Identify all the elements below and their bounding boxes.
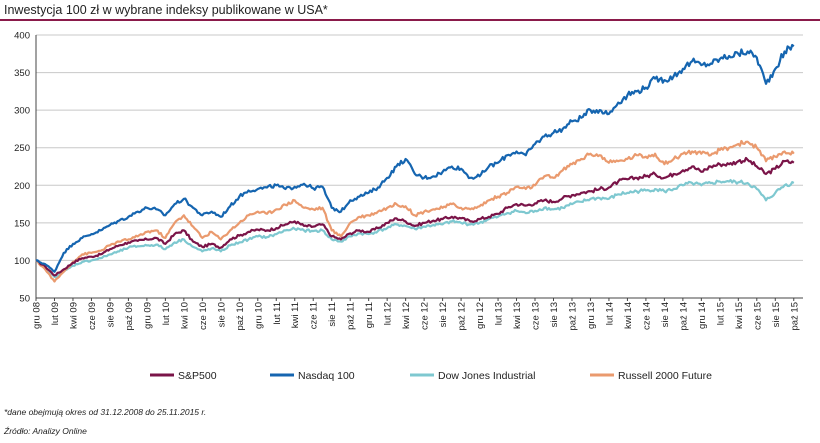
- x-tick-label: paź 14: [678, 302, 689, 331]
- x-tick-label: lut 13: [494, 302, 505, 325]
- x-tick-label: lut 12: [383, 302, 394, 325]
- series-line-dow-jones-industrial: [35, 179, 795, 279]
- x-tick-label: sie 11: [327, 302, 338, 327]
- x-tick-label: lut 09: [50, 302, 61, 325]
- series-line-s-p500: [35, 156, 795, 277]
- title-divider: [0, 19, 820, 21]
- x-tick-label: cze 10: [198, 302, 209, 330]
- x-tick-label: gru 08: [32, 302, 43, 329]
- x-tick-label: gru 10: [253, 302, 264, 329]
- legend-label: Russell 2000 Future: [618, 370, 712, 382]
- x-tick-label: sie 13: [549, 302, 560, 327]
- x-tick-label: kwi 12: [401, 302, 412, 329]
- series-line-nasdaq-100: [35, 43, 795, 273]
- x-tick-label: paź 13: [567, 302, 578, 331]
- legend-label: S&P500: [178, 370, 217, 382]
- x-tick-label: sie 10: [216, 302, 227, 327]
- series-line-russell-2000-future: [35, 139, 795, 283]
- footnote-period: *dane obejmują okres od 31.12.2008 do 25…: [4, 407, 207, 417]
- y-tick-label: 350: [14, 68, 30, 79]
- x-tick-label: gru 14: [697, 302, 708, 329]
- y-tick-label: 200: [14, 181, 30, 192]
- x-tick-label: cze 11: [309, 302, 320, 329]
- chart-gridlines: [36, 34, 803, 299]
- chart-legend: S&P500 Nasdaq 100 Dow Jones Industrial Russ…: [150, 370, 712, 382]
- x-tick-label: kwi 14: [623, 302, 634, 329]
- x-tick-label: lut 15: [715, 302, 726, 325]
- x-tick-label: sie 09: [105, 302, 116, 327]
- x-tick-label: lut 11: [272, 302, 283, 325]
- legend-label: Nasdaq 100: [298, 370, 355, 382]
- x-tick-label: lut 10: [161, 302, 172, 325]
- x-tick-label: kwi 13: [512, 302, 523, 329]
- y-tick-label: 100: [14, 256, 30, 267]
- chart-series: [35, 43, 795, 283]
- y-tick-label: 150: [14, 218, 30, 229]
- x-tick-label: gru 12: [475, 302, 486, 329]
- x-tick-label: paź 11: [346, 302, 357, 330]
- x-tick-label: sie 12: [438, 302, 449, 327]
- x-tick-label: kwi 11: [290, 302, 301, 328]
- x-tick-label: cze 13: [531, 302, 542, 330]
- x-tick-label: kwi 15: [734, 302, 745, 329]
- x-tick-label: gru 11: [364, 302, 375, 328]
- x-tick-label: gru 13: [586, 302, 597, 329]
- y-tick-label: 250: [14, 143, 30, 154]
- x-axis: gru 08 lut 09 kwi 09 cze 09 sie 09 paź 09 gru …: [32, 297, 803, 331]
- y-tick-label: 50: [19, 294, 30, 305]
- x-tick-label: kwi 10: [179, 302, 190, 329]
- y-tick-label: 300: [14, 106, 30, 117]
- legend-label: Dow Jones Industrial: [438, 370, 535, 382]
- x-tick-label: sie 15: [771, 302, 782, 327]
- footnote-source: Źródło: Analizy Online: [4, 426, 87, 436]
- y-axis: 50 100 150 200 250 300 350 400: [14, 31, 37, 305]
- x-tick-label: paź 09: [124, 302, 135, 331]
- line-chart: 50 100 150 200 250 300 350 400 gru 08 lut 09 kwi …: [14, 31, 803, 382]
- x-tick-label: cze 09: [87, 302, 98, 330]
- x-tick-label: gru 09: [142, 302, 153, 329]
- x-tick-label: cze 15: [752, 302, 763, 330]
- x-tick-label: cze 14: [641, 302, 652, 330]
- x-tick-label: sie 14: [660, 302, 671, 327]
- x-tick-label: cze 12: [420, 302, 431, 330]
- chart-title: Inwestycja 100 zł w wybrane indeksy publ…: [4, 3, 328, 17]
- x-tick-label: paź 12: [457, 302, 468, 331]
- x-tick-label: kwi 09: [68, 302, 79, 329]
- y-tick-label: 400: [14, 31, 30, 42]
- x-tick-label: paź 10: [235, 302, 246, 331]
- x-tick-label: paź 15: [789, 302, 800, 331]
- x-tick-label: lut 14: [604, 302, 615, 325]
